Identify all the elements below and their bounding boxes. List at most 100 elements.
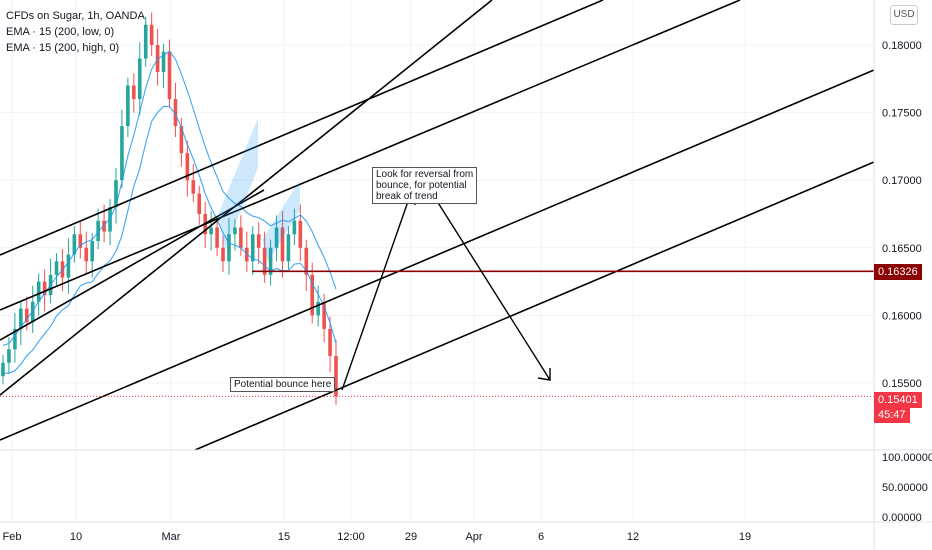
candle-body bbox=[114, 180, 118, 208]
price-tick-label: 0.15500 bbox=[882, 378, 922, 390]
price-tick-label: 0.17000 bbox=[882, 175, 922, 187]
candle-body bbox=[197, 193, 202, 214]
countdown-tag: 45:47 bbox=[874, 407, 910, 423]
candle-body bbox=[215, 227, 219, 248]
candle-body bbox=[66, 254, 71, 278]
trend-line bbox=[0, 0, 493, 396]
down-arrow bbox=[429, 189, 551, 381]
candle-body bbox=[132, 85, 136, 100]
candle-body bbox=[173, 99, 178, 127]
candle-body bbox=[322, 301, 326, 329]
legend-ema-low[interactable]: EMA · 15 (200, low, 0) bbox=[6, 26, 115, 38]
time-tick-label: Apr bbox=[465, 531, 482, 543]
chart-title: CFDs on Sugar, 1h, OANDA bbox=[6, 10, 145, 22]
candle-body bbox=[304, 247, 309, 275]
candle-body bbox=[209, 227, 213, 235]
candle-body bbox=[191, 180, 196, 194]
chart-grid bbox=[0, 0, 874, 520]
candle-body bbox=[233, 227, 237, 235]
candle-body bbox=[96, 220, 100, 242]
trend-line bbox=[0, 0, 741, 311]
candle-body bbox=[120, 126, 124, 181]
candle-body bbox=[268, 247, 273, 275]
candle-body bbox=[143, 24, 148, 59]
candle-body bbox=[286, 234, 291, 262]
time-tick-label: 12:00 bbox=[337, 531, 365, 543]
highlight-zone bbox=[262, 180, 300, 262]
candle-body bbox=[24, 308, 29, 323]
reversal-note-line-1: Look for reversal from bbox=[376, 169, 474, 180]
candle-body bbox=[334, 355, 338, 397]
candle-body bbox=[221, 247, 225, 262]
candle-body bbox=[90, 241, 94, 262]
candle-body bbox=[72, 234, 77, 255]
highlight-zone bbox=[218, 118, 258, 250]
candle-body bbox=[149, 24, 154, 45]
price-tick-label: 0.16000 bbox=[882, 310, 922, 322]
candle-body bbox=[54, 261, 59, 275]
reversal-note[interactable]: Look for reversal from bounce, for poten… bbox=[372, 167, 478, 204]
candle-body bbox=[292, 220, 297, 235]
candle-body bbox=[78, 234, 83, 248]
trend-lines bbox=[0, 0, 875, 451]
up-arrow bbox=[341, 189, 413, 391]
price-tick-label: 0.17500 bbox=[882, 108, 922, 120]
candle-body bbox=[7, 349, 11, 363]
candle-body bbox=[316, 301, 320, 316]
candle-body bbox=[298, 220, 303, 248]
candle-body bbox=[108, 207, 112, 232]
time-tick-label: 29 bbox=[405, 531, 417, 543]
trend-line bbox=[0, 0, 604, 256]
candle-body bbox=[30, 301, 35, 323]
candle-body bbox=[239, 227, 243, 248]
candle-body bbox=[262, 247, 267, 275]
candle-body bbox=[310, 274, 315, 316]
reversal-note-line-3: break of trend bbox=[376, 191, 438, 202]
price-tick-label: 0.16500 bbox=[882, 243, 922, 255]
candle-body bbox=[84, 247, 89, 262]
trend-line bbox=[194, 161, 875, 451]
candle-body bbox=[102, 220, 106, 232]
candle-body bbox=[161, 51, 166, 73]
time-tick-label: 12 bbox=[627, 531, 639, 543]
time-tick-label: 6 bbox=[538, 531, 544, 543]
candle-body bbox=[256, 234, 261, 248]
sub-tick-label: 50.00000 bbox=[882, 482, 928, 494]
reversal-note-line-2: bounce, for potential bbox=[376, 180, 467, 191]
bounce-note[interactable]: Potential bounce here bbox=[230, 377, 336, 392]
time-tick-label: 15 bbox=[278, 531, 290, 543]
time-tick-label: Feb bbox=[3, 531, 22, 543]
candle-body bbox=[42, 281, 47, 296]
candle-body bbox=[179, 126, 184, 154]
candle-body bbox=[19, 308, 23, 329]
candle-body bbox=[250, 234, 255, 262]
candle-body bbox=[280, 227, 285, 262]
last-price-tag: 0.15401 bbox=[874, 392, 922, 408]
trend-line bbox=[0, 189, 265, 341]
trend-line bbox=[0, 69, 875, 441]
candle-body bbox=[185, 153, 190, 181]
time-tick-label: 10 bbox=[70, 531, 82, 543]
legend-ema-high[interactable]: EMA · 15 (200, high, 0) bbox=[6, 42, 120, 54]
ema-lines bbox=[2, 50, 337, 374]
candle-body bbox=[36, 281, 41, 302]
candle-body bbox=[274, 227, 279, 248]
ema-low-line bbox=[2, 105, 337, 374]
currency-button[interactable]: USD bbox=[890, 5, 918, 25]
candle-body bbox=[13, 328, 17, 350]
candle-body bbox=[227, 234, 231, 262]
candle-body bbox=[328, 328, 332, 356]
time-tick-label: 19 bbox=[739, 531, 751, 543]
price-tick-label: 0.18000 bbox=[882, 40, 922, 52]
down-arrow-head bbox=[537, 368, 551, 381]
time-tick-label: Mar bbox=[162, 531, 181, 543]
candle-body bbox=[167, 51, 172, 100]
candle-body bbox=[126, 85, 130, 127]
candle-body bbox=[1, 362, 5, 377]
chart-legend: CFDs on Sugar, 1h, OANDA EMA · 15 (200, … bbox=[6, 8, 145, 56]
sub-tick-label: 100.00000 bbox=[882, 452, 932, 464]
support-price-tag: 0.16326 bbox=[874, 264, 922, 280]
sub-tick-label: 0.00000 bbox=[882, 512, 922, 524]
